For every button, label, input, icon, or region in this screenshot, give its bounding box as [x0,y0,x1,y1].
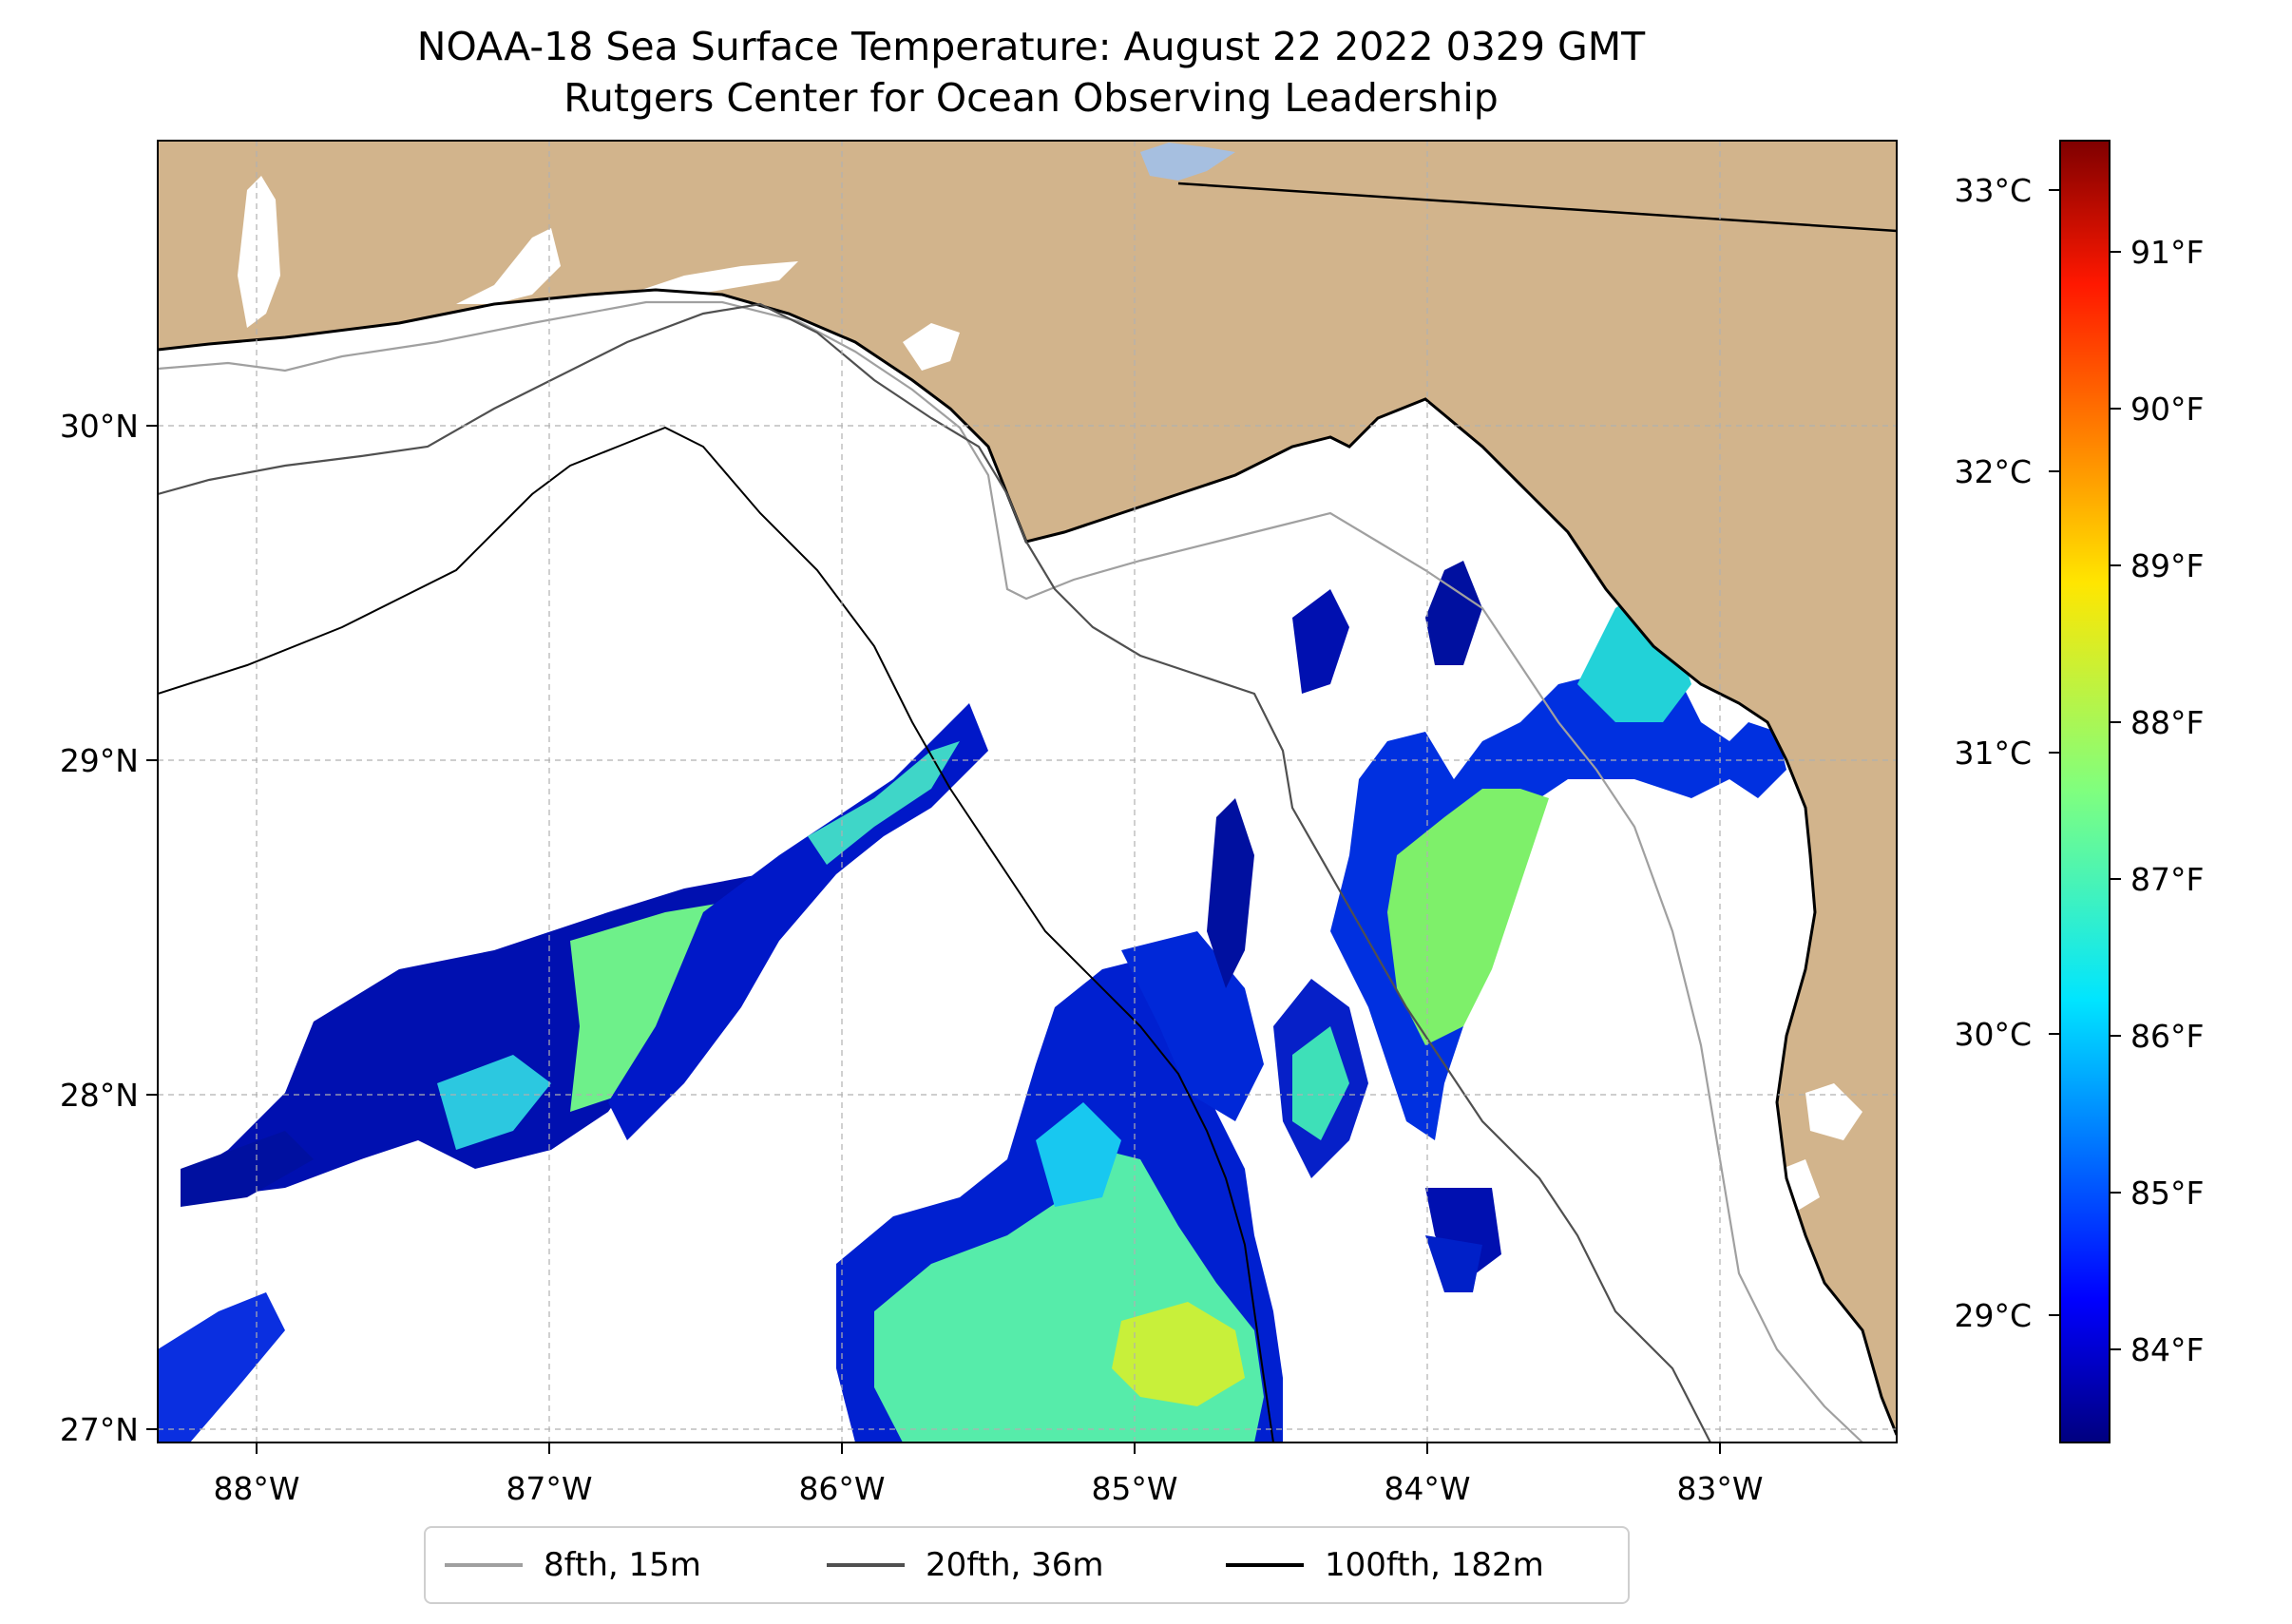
fahrenheit-tick-label: 86°F [2130,1018,2204,1055]
lat-tick-label: 30°N [60,408,139,445]
fahrenheit-tick-label: 88°F [2130,704,2204,741]
contour-8fth [158,300,1863,1442]
contour-20fth [158,302,1711,1442]
fahrenheit-tick-label: 87°F [2130,861,2204,898]
legend-line-8fth [445,1563,523,1567]
legend-label-8fth: 8fth, 15m [544,1546,701,1584]
sst-patch-sw-strip [181,1131,314,1207]
sst-patch-central-hot [1112,1302,1245,1406]
celsius-tick-label: 33°C [1954,172,2032,209]
lat-tick-label: 27°N [60,1411,139,1448]
coastline [158,288,1897,1436]
legend-item-100fth: 100fth, 182m [1226,1528,1544,1602]
sst-patch-sw-corner [158,1292,285,1442]
fahrenheit-tick-label: 89°F [2130,547,2204,584]
celsius-tick-label: 29°C [1954,1297,2032,1334]
lon-tick-label: 83°W [1676,1470,1763,1507]
sst-patch-west-warm [570,903,722,1112]
legend-label-20fth: 20fth, 36m [926,1546,1104,1584]
fahrenheit-tick-label: 90°F [2130,391,2204,428]
lat-tick-label: 29°N [60,742,139,779]
celsius-tick-label: 30°C [1954,1016,2032,1053]
lon-tick-label: 86°W [798,1470,885,1507]
sst-patch-east-small [1292,589,1349,694]
fahrenheit-tick-label: 85°F [2130,1175,2204,1212]
sst-patch-diagonal-warm [808,741,960,865]
map-frame [157,140,1898,1443]
legend-line-20fth [827,1563,905,1567]
legend-item-20fth: 20fth, 36m [827,1528,1104,1602]
lat-axis: 30°N 29°N 28°N 27°N [60,408,158,1448]
chart-title-line-2: Rutgers Center for Ocean Observing Leade… [563,75,1499,121]
colorbar-celsius-axis: 33°C 32°C 31°C 30°C 29°C [1954,172,2060,1334]
bay-tampa [1805,1083,1862,1140]
legend-item-8fth: 8fth, 15m [445,1528,701,1602]
bay-pensacola [456,228,561,304]
sst-patch-west-mid [437,1055,551,1150]
celsius-tick-label: 31°C [1954,735,2032,772]
lake-okeechobee [1140,143,1235,181]
colorbar [2059,140,2111,1443]
lon-tick-label: 85°W [1091,1470,1177,1507]
bay-stjoe [903,323,960,371]
contour-legend: 8fth, 15m 20fth, 36m 100fth, 182m [424,1526,1630,1604]
chart-title-line-1: NOAA-18 Sea Surface Temperature: August … [416,24,1646,69]
sst-patch-mid-warm [1292,1026,1349,1140]
lon-tick-label: 88°W [213,1470,299,1507]
gridlines [158,141,1897,1442]
lat-tick-label: 28°N [60,1077,139,1114]
colorbar-fahrenheit-axis: 91°F 90°F 89°F 88°F 87°F 86°F 85°F 84°F [2110,234,2204,1368]
bay-charlotte [1782,1159,1820,1212]
land-north [158,141,1897,1435]
lon-tick-label: 87°W [506,1470,592,1507]
state-border [1177,182,1897,233]
sst-patch-central-cyan [1036,1102,1121,1207]
legend-line-100fth [1226,1563,1304,1567]
sst-patch-mid-2 [1207,798,1254,988]
contour-100fth [158,426,1274,1442]
bay-mobile [238,176,280,328]
legend-label-100fth: 100fth, 182m [1325,1546,1544,1584]
sst-patch-south-strip [1425,1235,1482,1292]
fahrenheit-tick-label: 84°F [2130,1331,2204,1368]
lon-axis: 88°W 87°W 86°W 85°W 84°W 83°W [213,1442,1764,1507]
lon-tick-label: 84°W [1384,1470,1470,1507]
fahrenheit-tick-label: 91°F [2130,234,2204,271]
celsius-tick-label: 32°C [1954,453,2032,490]
sst-patch-east-right [1425,1188,1501,1283]
sst-patch-east-north [1425,561,1482,665]
